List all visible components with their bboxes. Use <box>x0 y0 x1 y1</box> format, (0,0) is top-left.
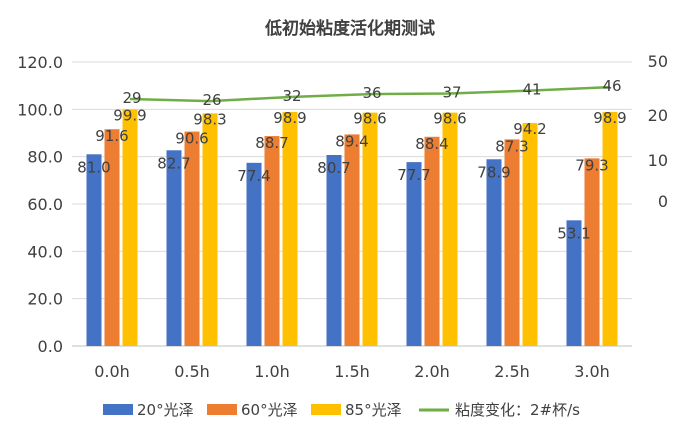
line-series <box>129 85 611 103</box>
y2-tick-label: 20 <box>648 106 668 125</box>
bar-data-label: 77.4 <box>237 167 270 185</box>
legend-label: 粘度变化：2#杯/s <box>455 401 580 419</box>
bar <box>442 112 458 346</box>
bar-data-label: 53.1 <box>557 224 590 242</box>
line-data-label: 29 <box>122 89 141 107</box>
y2-tick-label: 50 <box>648 52 668 71</box>
bar <box>264 136 280 346</box>
bar-data-label: 79.3 <box>575 156 608 174</box>
y-tick-label: 0.0 <box>38 337 63 356</box>
y-tick-label: 80.0 <box>27 148 63 167</box>
bar-data-label: 82.7 <box>157 154 190 172</box>
bar <box>522 123 538 346</box>
bar <box>246 162 262 346</box>
bar-data-label: 80.7 <box>317 159 350 177</box>
bar-data-label: 89.4 <box>335 132 368 150</box>
bar-data-label: 98.6 <box>433 110 466 128</box>
x-tick-label: 2.5h <box>494 362 530 381</box>
line-data-label: 46 <box>602 77 621 95</box>
bar <box>486 159 502 346</box>
line-data-label: 32 <box>282 87 301 105</box>
legend: 20°光泽 60°光泽 85°光泽 粘度变化：2#杯/s <box>103 401 580 419</box>
bar <box>602 111 618 346</box>
y-tick-label: 60.0 <box>27 195 63 214</box>
legend-label: 60°光泽 <box>241 401 298 419</box>
line-data-label: 41 <box>522 81 541 99</box>
x-tick-label: 2.0h <box>414 362 450 381</box>
line-data-label: 26 <box>202 91 221 109</box>
bar <box>202 113 218 347</box>
bar-data-label: 91.6 <box>95 127 128 145</box>
bar-data-label: 99.9 <box>113 107 146 125</box>
bar <box>362 112 378 346</box>
bar-data-label: 87.3 <box>495 137 528 155</box>
bar <box>566 220 582 346</box>
data-labels: 81.0 82.7 77.4 80.7 77.7 78.9 53.1 91.6 90.6 88.7… <box>77 77 626 242</box>
bar-data-label: 98.9 <box>593 109 626 127</box>
y-tick-label: 20.0 <box>27 290 63 309</box>
bar <box>406 162 422 346</box>
chart-title: 低初始粘度活化期测试 <box>264 18 435 39</box>
bar-data-label: 81.0 <box>77 158 110 176</box>
bar-data-label: 77.7 <box>397 166 430 184</box>
y-tick-label: 120.0 <box>17 53 63 72</box>
bars <box>86 109 618 347</box>
legend-swatch <box>103 404 133 415</box>
x-tick-label: 3.0h <box>574 362 610 381</box>
legend-label: 20°光泽 <box>137 401 194 419</box>
bar-data-label: 94.2 <box>513 120 546 138</box>
bar-data-label: 90.6 <box>175 130 208 148</box>
x-tick-label: 1.5h <box>334 362 370 381</box>
x-tick-label: 0.0h <box>94 362 130 381</box>
y2-tick-label: 0 <box>658 192 668 211</box>
y-tick-label: 100.0 <box>17 100 63 119</box>
line-path <box>129 85 611 103</box>
x-tick-label: 0.5h <box>174 362 210 381</box>
bar-data-label: 88.4 <box>415 135 448 153</box>
bar <box>424 136 440 346</box>
bar <box>184 131 200 346</box>
bar <box>326 155 342 346</box>
bar <box>86 154 102 346</box>
bar-data-label: 98.9 <box>273 109 306 127</box>
bar <box>122 109 138 346</box>
legend-label: 85°光泽 <box>345 401 402 419</box>
bar-data-label: 88.7 <box>255 134 288 152</box>
bar <box>282 111 298 346</box>
legend-swatch <box>207 404 237 415</box>
legend-swatch <box>311 404 341 415</box>
bar <box>104 129 120 346</box>
bar <box>584 158 600 346</box>
y2-tick-label: 10 <box>648 151 668 170</box>
line-data-label: 36 <box>362 84 381 102</box>
bar-data-label: 98.6 <box>353 110 386 128</box>
line-data-label: 37 <box>442 83 461 101</box>
bar-data-label: 78.9 <box>477 163 510 181</box>
axes: 0.0 20.0 40.0 60.0 80.0 100.0 120.0 0 10 20 50 0.0h… <box>17 52 668 381</box>
bar-data-label: 98.3 <box>193 110 226 128</box>
bar <box>166 150 182 346</box>
bar <box>344 134 360 346</box>
bar <box>504 139 520 346</box>
y-tick-label: 40.0 <box>27 242 63 261</box>
x-tick-label: 1.0h <box>254 362 290 381</box>
